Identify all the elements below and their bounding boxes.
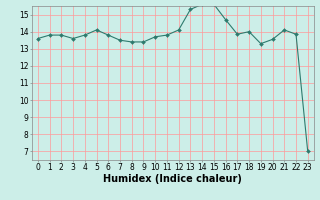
X-axis label: Humidex (Indice chaleur): Humidex (Indice chaleur) — [103, 174, 242, 184]
